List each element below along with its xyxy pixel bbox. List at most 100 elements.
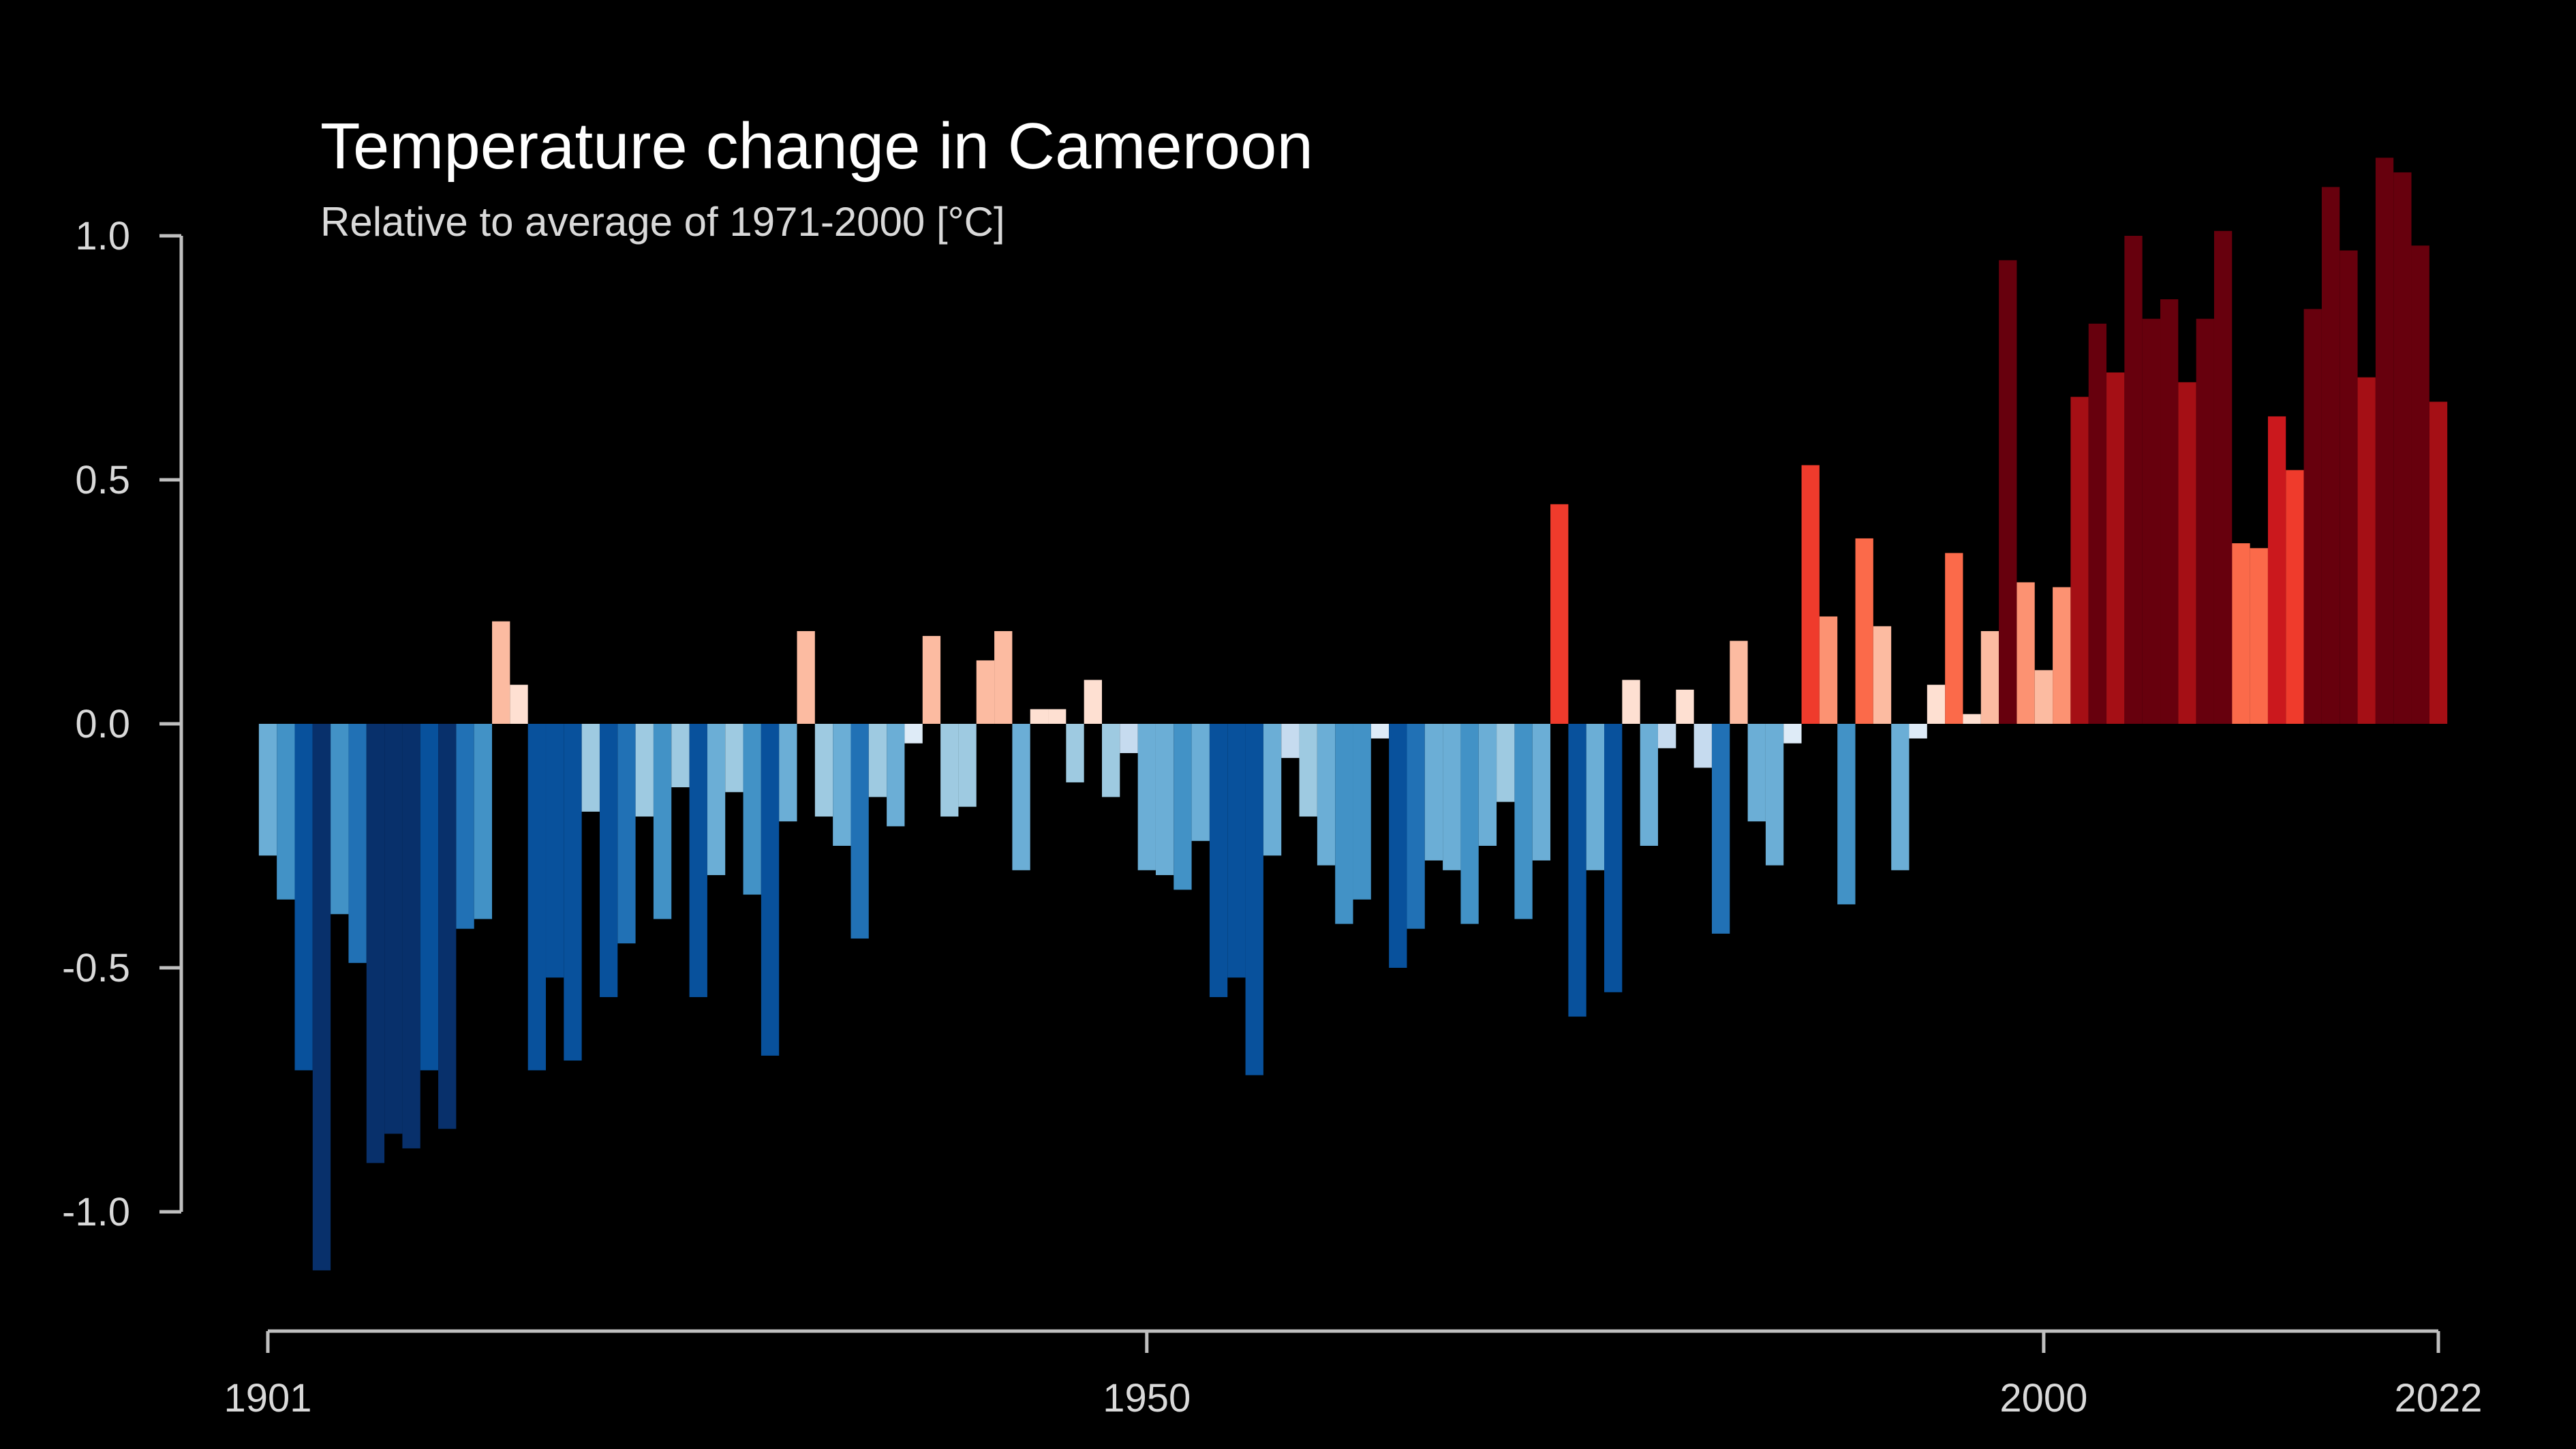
bar-1902	[277, 724, 295, 900]
bar-1908	[384, 724, 403, 1134]
bar-1985	[1765, 724, 1784, 866]
chart-title: Temperature change in Cameroon	[320, 110, 1313, 183]
bar-2014	[2286, 470, 2304, 724]
y-tick-label: -0.5	[62, 946, 130, 990]
bar-1942	[994, 630, 1013, 724]
bar-1909	[402, 724, 420, 1148]
bar-1939	[940, 724, 959, 817]
bar-1972	[1532, 724, 1551, 861]
bar-1965	[1407, 724, 1425, 929]
bar-1967	[1443, 724, 1461, 870]
bar-1961	[1335, 724, 1353, 924]
x-axis: 1901 1950 2000 2022	[224, 1329, 2483, 1420]
bar-1901	[258, 724, 277, 856]
bar-1922	[635, 724, 654, 817]
x-tick-label: 1901	[224, 1376, 311, 1420]
bar-1977	[1622, 680, 1640, 724]
bar-1917	[546, 724, 564, 978]
bar-1915	[510, 684, 528, 724]
bar-2021	[2411, 245, 2429, 724]
bar-1938	[922, 636, 941, 724]
bar-1993	[1909, 724, 1927, 739]
bar-1916	[527, 724, 546, 1071]
bar-1950	[1137, 724, 1156, 870]
bar-1995	[1945, 553, 1963, 724]
chart-subtitle: Relative to average of 1971-2000 [°C]	[320, 199, 1005, 245]
bar-1951	[1155, 724, 1174, 875]
bars-group	[258, 157, 2448, 1270]
y-tick-label: 1.0	[75, 214, 130, 258]
bar-1960	[1317, 724, 1336, 866]
bar-1990	[1855, 538, 1873, 724]
bar-1941	[976, 660, 995, 724]
bar-1987	[1801, 465, 1820, 724]
bar-1949	[1120, 724, 1138, 753]
bar-2012	[2250, 548, 2268, 724]
bar-1963	[1370, 724, 1390, 739]
bar-1997	[1980, 630, 1999, 724]
bar-2010	[2213, 230, 2233, 724]
bar-1966	[1424, 724, 1443, 861]
bar-2001	[2053, 587, 2071, 724]
bar-1914	[492, 621, 510, 724]
x-tick-label: 2000	[1999, 1376, 2087, 1420]
bar-1980	[1676, 689, 1694, 724]
bar-1929	[761, 724, 780, 1056]
bar-1999	[2017, 582, 2035, 724]
x-tick-label: 1950	[1103, 1376, 1191, 1420]
bar-2006	[2142, 318, 2160, 724]
bar-2018	[2357, 377, 2376, 724]
bar-1986	[1783, 724, 1802, 744]
bar-1958	[1281, 724, 1300, 759]
bar-1907	[366, 724, 385, 1163]
bar-1978	[1640, 724, 1658, 846]
bar-2000	[2034, 670, 2053, 724]
bar-1947	[1084, 680, 1102, 724]
bar-1962	[1353, 724, 1371, 900]
bar-1964	[1389, 724, 1407, 968]
bar-1996	[1963, 714, 1981, 724]
bar-1989	[1837, 724, 1856, 904]
bar-2008	[2178, 382, 2196, 724]
bar-1948	[1102, 724, 1120, 797]
bar-1943	[1012, 724, 1030, 870]
bar-1944	[1030, 709, 1049, 724]
bar-1952	[1174, 724, 1192, 890]
bar-1903	[294, 724, 313, 1071]
bar-1957	[1263, 724, 1282, 856]
bar-1982	[1711, 724, 1730, 934]
bar-1981	[1693, 724, 1712, 768]
bar-1934	[850, 724, 869, 939]
bar-2007	[2160, 299, 2179, 724]
bar-1937	[904, 724, 923, 744]
bar-1931	[797, 630, 815, 724]
bar-1927	[725, 724, 743, 793]
bar-1974	[1568, 724, 1586, 1017]
bar-1913	[474, 724, 493, 919]
bar-1992	[1891, 724, 1910, 870]
bar-2009	[2196, 318, 2214, 724]
bar-1968	[1460, 724, 1479, 924]
bar-1969	[1478, 724, 1497, 846]
bar-1925	[689, 724, 707, 997]
bar-1918	[564, 724, 582, 1061]
bar-1975	[1586, 724, 1604, 870]
bar-2004	[2106, 372, 2125, 724]
bar-1911	[438, 724, 457, 1129]
bar-2003	[2088, 323, 2107, 724]
bar-1991	[1873, 626, 1892, 724]
bar-1984	[1747, 724, 1766, 822]
y-tick-label: -1.0	[62, 1190, 130, 1234]
bar-1955	[1227, 724, 1246, 978]
x-tick-label: 2022	[2394, 1376, 2482, 1420]
bar-1926	[707, 724, 726, 875]
y-tick-label: 0.5	[75, 458, 130, 502]
bar-1953	[1191, 724, 1210, 841]
bar-2005	[2124, 236, 2143, 724]
bar-2011	[2232, 543, 2250, 724]
bar-1924	[671, 724, 690, 788]
bar-2015	[2303, 309, 2322, 724]
bar-1932	[814, 724, 833, 817]
bar-1983	[1730, 641, 1748, 724]
bar-1933	[833, 724, 851, 846]
